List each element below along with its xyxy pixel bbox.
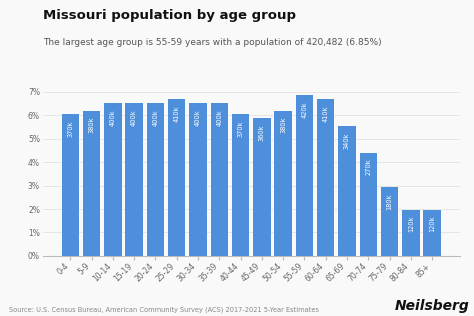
Text: 380k: 380k <box>89 117 95 133</box>
Text: 400k: 400k <box>131 109 137 126</box>
Bar <box>232 114 249 256</box>
Text: 270k: 270k <box>365 159 371 175</box>
Text: 340k: 340k <box>344 132 350 149</box>
Bar <box>104 103 122 256</box>
Text: 120k: 120k <box>408 216 414 232</box>
Text: 370k: 370k <box>237 120 244 137</box>
Bar <box>189 103 207 256</box>
Text: 420k: 420k <box>301 101 308 118</box>
Bar <box>83 111 100 256</box>
Text: 180k: 180k <box>386 193 392 210</box>
Bar <box>296 95 313 256</box>
Text: Neilsberg: Neilsberg <box>394 299 469 313</box>
Text: 410k: 410k <box>323 105 328 122</box>
Bar <box>210 103 228 256</box>
Text: Source: U.S. Census Bureau, American Community Survey (ACS) 2017-2021 5-Year Est: Source: U.S. Census Bureau, American Com… <box>9 306 319 313</box>
Text: 120k: 120k <box>429 216 435 232</box>
Bar <box>402 210 419 256</box>
Bar <box>317 99 335 256</box>
Bar <box>168 99 185 256</box>
Text: 380k: 380k <box>280 117 286 133</box>
Text: 400k: 400k <box>216 109 222 126</box>
Bar <box>126 103 143 256</box>
Text: 400k: 400k <box>153 109 158 126</box>
Bar <box>381 187 398 256</box>
Text: 400k: 400k <box>195 109 201 126</box>
Text: 370k: 370k <box>67 120 73 137</box>
Text: The largest age group is 55-59 years with a population of 420,482 (6.85%): The largest age group is 55-59 years wit… <box>43 38 381 47</box>
Bar <box>274 111 292 256</box>
Text: 360k: 360k <box>259 124 265 141</box>
Text: 410k: 410k <box>174 105 180 122</box>
Bar <box>253 118 271 256</box>
Bar <box>62 114 79 256</box>
Bar <box>360 153 377 256</box>
Bar <box>147 103 164 256</box>
Bar <box>423 210 441 256</box>
Bar <box>338 126 356 256</box>
Text: 400k: 400k <box>110 109 116 126</box>
Text: Missouri population by age group: Missouri population by age group <box>43 9 296 22</box>
